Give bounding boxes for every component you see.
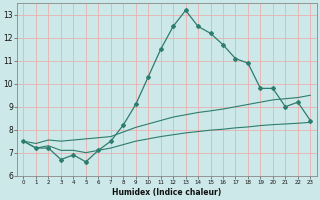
X-axis label: Humidex (Indice chaleur): Humidex (Indice chaleur) [112,188,221,197]
